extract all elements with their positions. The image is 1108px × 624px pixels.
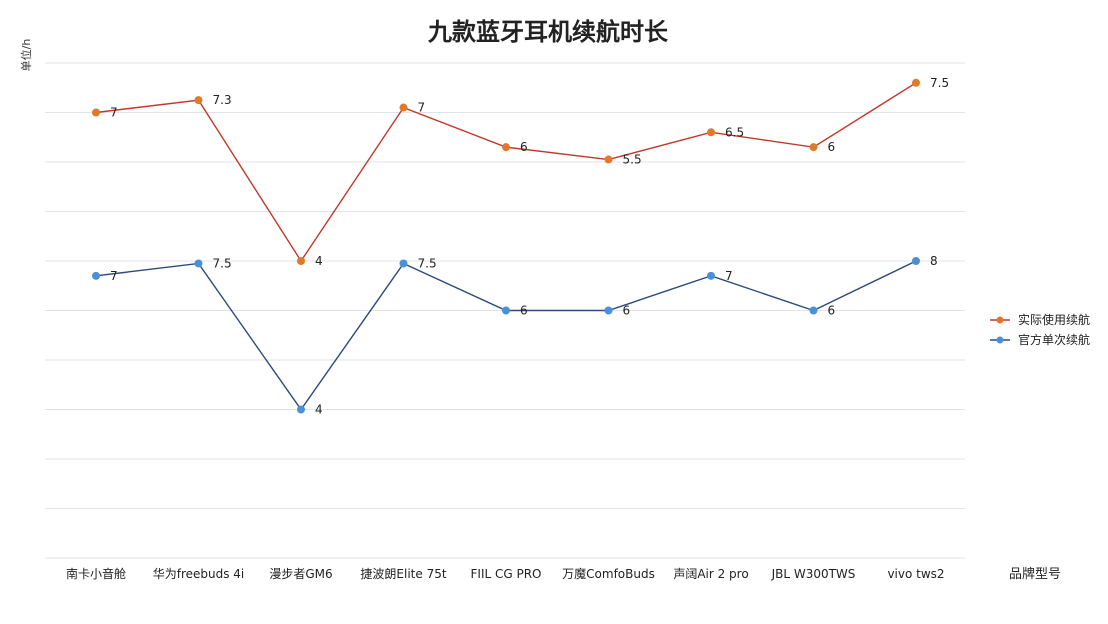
data-label: 4	[315, 254, 323, 268]
data-label: 7.5	[930, 76, 949, 90]
data-point	[809, 306, 818, 315]
data-point	[92, 108, 100, 117]
data-point	[297, 405, 305, 414]
data-point	[912, 257, 920, 265]
data-label: 7	[110, 269, 118, 283]
x-tick-label: FIIL CG PRO	[471, 567, 542, 581]
data-label: 4	[315, 403, 323, 417]
data-point	[809, 143, 818, 152]
x-tick-label: JBL W300TWS	[771, 567, 856, 581]
data-label: 7.3	[213, 93, 232, 107]
data-label: 7	[110, 106, 118, 120]
data-label: 6	[520, 304, 528, 318]
data-point	[502, 306, 510, 315]
data-point	[194, 259, 203, 268]
data-label: 5.5	[623, 153, 642, 167]
series-2: 7 7.5 4 7.5 6 6 7 6 8	[92, 254, 938, 417]
data-point	[604, 306, 613, 315]
data-label: 7	[418, 101, 426, 115]
x-tick-label: 南卡小音舱	[66, 566, 126, 581]
data-point	[912, 78, 920, 87]
x-tick-label: 漫步者GM6	[269, 567, 332, 581]
data-label: 8	[930, 254, 938, 268]
chart-title: 九款蓝牙耳机续航时长	[427, 18, 669, 46]
x-axis-label: 品牌型号	[1009, 566, 1061, 582]
series-1: 7 7.3 4 7 6 5.5 6.5 6 7.5	[92, 76, 949, 268]
x-tick-label: 华为freebuds 4i	[153, 567, 245, 581]
data-label: 6	[828, 304, 836, 318]
legend-marker	[996, 336, 1004, 344]
x-tick-label: 声阔Air 2 pro	[673, 567, 748, 581]
series-line	[95, 260, 917, 411]
data-label: 6	[520, 140, 528, 154]
data-point	[92, 271, 100, 280]
legend-entry: 官方单次续航	[1018, 332, 1090, 347]
x-tick-labels: 南卡小音舱 华为freebuds 4i 漫步者GM6 捷波朗Elite 75t FIIL…	[66, 566, 945, 581]
data-label: 6	[623, 304, 631, 318]
x-tick-label: vivo tws2	[887, 567, 944, 581]
x-tick-label: 捷波朗Elite 75t	[360, 567, 446, 581]
legend-marker	[996, 316, 1004, 324]
data-label: 6	[828, 140, 836, 154]
data-point	[194, 96, 203, 105]
x-tick-label: 万魔ComfoBuds	[562, 566, 655, 581]
data-point	[502, 143, 510, 152]
data-label: 7.5	[213, 256, 232, 270]
y-axis-unit: 单位/h	[19, 39, 33, 72]
data-point	[399, 103, 408, 112]
legend-entry: 实际使用续航	[1018, 312, 1090, 327]
series-group: 7 7.3 4 7 6 5.5 6.5 6 7.5 7 7.5 4 7.5 6 6 7 6 8	[92, 76, 949, 417]
data-label: 7	[725, 269, 733, 283]
data-point	[297, 257, 305, 265]
series-line	[95, 82, 917, 263]
data-point	[707, 128, 715, 137]
data-point	[707, 271, 715, 280]
data-point	[604, 155, 613, 164]
data-label: 7.5	[418, 256, 437, 270]
data-point	[399, 259, 408, 268]
data-label: 6.5	[725, 125, 744, 139]
